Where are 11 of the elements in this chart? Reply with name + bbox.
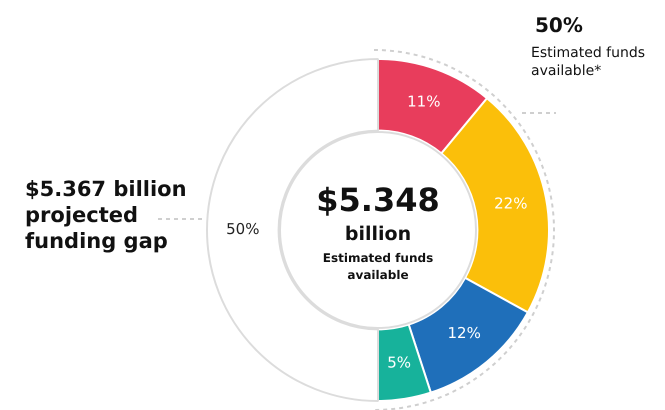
data-label: 50% bbox=[226, 220, 260, 238]
data-label: 5% bbox=[387, 353, 412, 372]
data-label: 22% bbox=[494, 194, 528, 213]
text: $5.367 billion projected funding gap bbox=[25, 176, 188, 254]
text: Estimated funds available bbox=[322, 250, 434, 284]
text: $5.348 bbox=[315, 181, 441, 219]
text: 50% bbox=[535, 13, 584, 37]
data-label: 12% bbox=[448, 324, 481, 342]
data-label: 11% bbox=[407, 92, 440, 111]
text: billion bbox=[344, 223, 412, 246]
text: Estimated funds available* bbox=[531, 44, 646, 80]
